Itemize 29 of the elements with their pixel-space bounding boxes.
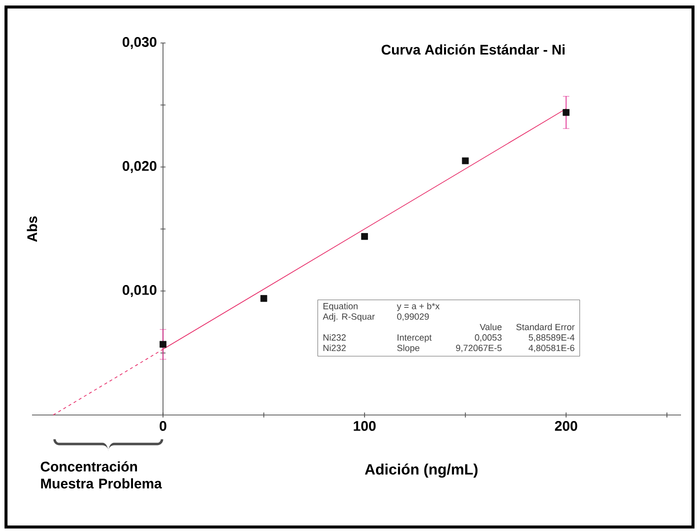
y-tick-label: 0,030 (122, 37, 156, 49)
point (462, 157, 469, 164)
point (260, 295, 268, 302)
annotation: 4,80581E-6 (528, 344, 574, 352)
annotation: Ni232 (323, 334, 346, 341)
annotation: Ni232 (323, 344, 346, 352)
y-tick-label: 0,020 (122, 161, 156, 173)
x-tick-label: 200 (554, 421, 578, 431)
chart-title: Curva Adición Estándar - Ni (382, 44, 565, 55)
y-tick-label: 0,010 (122, 285, 156, 297)
point (160, 340, 166, 348)
annotation: Equation (323, 302, 358, 312)
annotation: 0,99029 (397, 313, 429, 321)
annotation: Slope (397, 344, 420, 353)
point (361, 233, 368, 240)
annotation: 0,0053 (474, 334, 502, 342)
x-tick-label: 0 (160, 421, 166, 431)
annotation: Adj. R-Squar (322, 313, 375, 322)
y-axis-title: Abs (26, 216, 38, 242)
annotation: 5,88589E-4 (528, 334, 574, 342)
annotation: 9,72067E-5 (456, 344, 502, 352)
x-tick-label: 100 (354, 421, 376, 431)
x-axis-title: Adición (ng/mL) (364, 464, 478, 478)
point (562, 109, 570, 116)
annotation: Intercept (398, 334, 432, 342)
annotation: y = a + b*x (396, 302, 440, 312)
annotation: Value (480, 324, 502, 330)
annotation: Standard Error (516, 324, 575, 330)
text: Concentración Muestra Problema (40, 461, 162, 489)
